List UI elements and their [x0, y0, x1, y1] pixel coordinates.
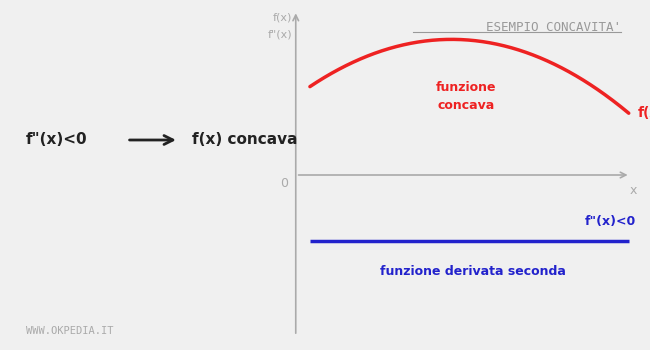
Text: ESEMPIO CONCAVITA': ESEMPIO CONCAVITA': [486, 21, 621, 34]
Text: f(x): f(x): [638, 106, 650, 120]
Text: f"(x)<0: f"(x)<0: [26, 133, 88, 147]
Text: WWW.OKPEDIA.IT: WWW.OKPEDIA.IT: [26, 326, 114, 336]
Text: x: x: [630, 184, 638, 197]
Text: f"(x)<0: f"(x)<0: [584, 215, 636, 228]
Text: funzione derivata seconda: funzione derivata seconda: [380, 265, 566, 278]
Text: 0: 0: [280, 177, 288, 190]
Text: f(x) concava: f(x) concava: [192, 133, 297, 147]
Text: funzione
concava: funzione concava: [436, 81, 496, 112]
Text: f"(x): f"(x): [268, 30, 293, 40]
Text: f(x): f(x): [273, 12, 292, 22]
